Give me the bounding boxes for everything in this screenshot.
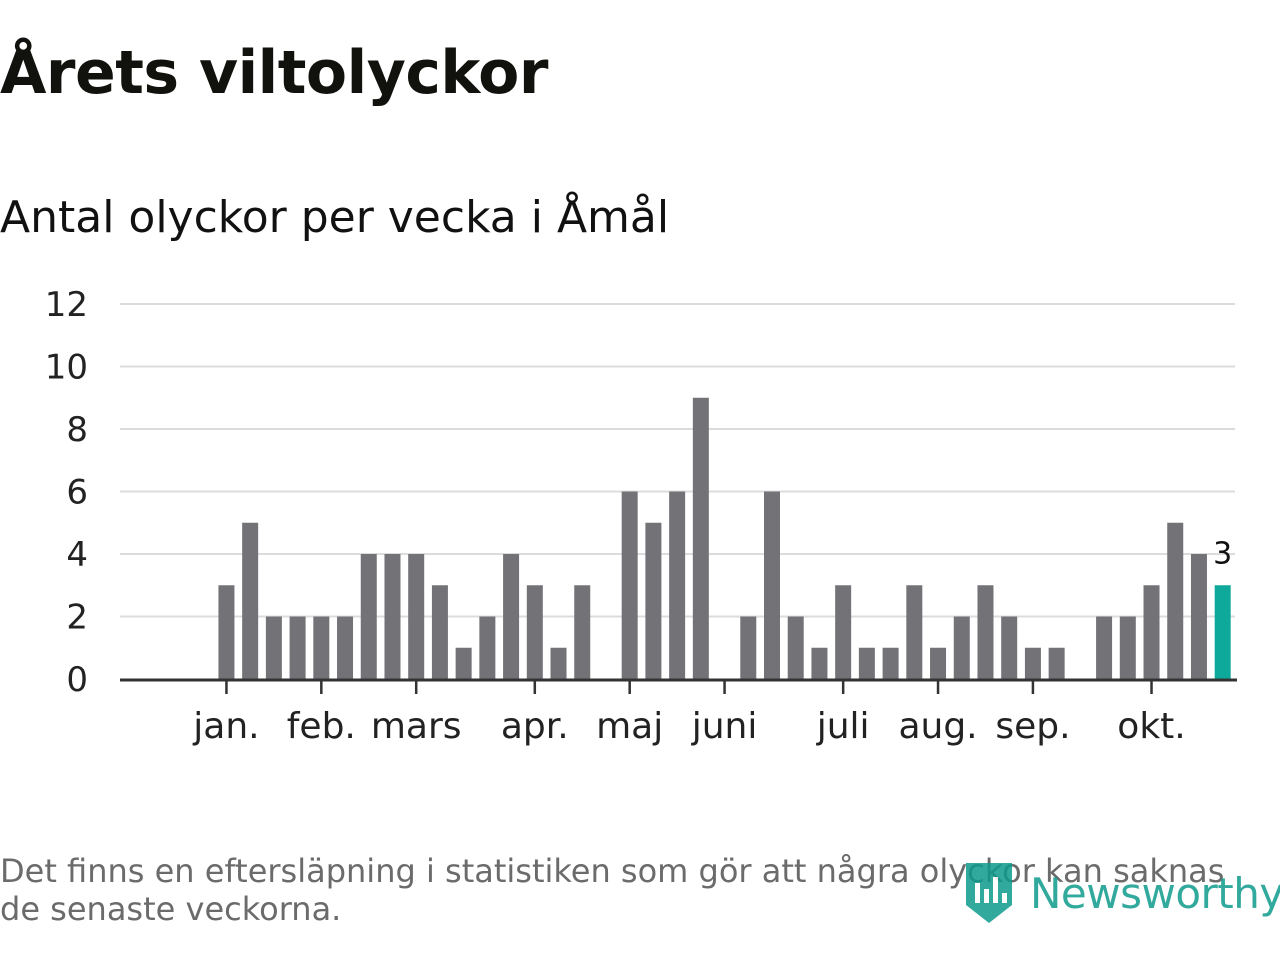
bar xyxy=(1001,616,1018,679)
y-tick-label: 8 xyxy=(66,410,88,450)
newsworthy-logo-icon xyxy=(966,863,1012,923)
newsworthy-logo: Newsworthy xyxy=(962,858,1280,928)
bar xyxy=(1096,616,1113,679)
bar xyxy=(1024,647,1041,679)
bar xyxy=(1143,585,1160,679)
bar xyxy=(740,616,757,679)
x-tick-label: aug. xyxy=(898,706,977,747)
y-tick-label: 12 xyxy=(45,285,88,325)
chart-subtitle: Antal olyckor per vecka i Åmål xyxy=(0,192,670,243)
x-tick-label: maj xyxy=(596,706,663,747)
brand-name: Newsworthy xyxy=(1030,868,1280,918)
bar xyxy=(1119,616,1136,679)
bar xyxy=(431,585,448,679)
bar xyxy=(811,647,828,679)
bar xyxy=(787,616,804,679)
bar xyxy=(858,647,875,679)
bar xyxy=(835,585,852,679)
bar xyxy=(669,491,686,679)
bar xyxy=(337,616,354,679)
bar xyxy=(384,554,401,679)
bar xyxy=(503,554,520,679)
bar xyxy=(360,554,377,679)
bar xyxy=(764,491,780,679)
y-tick-label: 6 xyxy=(66,473,88,513)
bar xyxy=(289,616,306,679)
bar xyxy=(408,554,425,679)
bar xyxy=(882,647,899,679)
x-tick-label: mars xyxy=(371,706,462,747)
bar xyxy=(242,522,259,679)
bar xyxy=(313,616,330,679)
x-tick-label: feb. xyxy=(287,706,356,747)
footnote: Det finns en eftersläpning i statistiken… xyxy=(0,852,1225,928)
axis-layer: 0 2 4 6 8 10 12 jan. feb. mars apr. maj juni juli aug.… xyxy=(45,285,1237,747)
bar xyxy=(455,647,472,679)
bar xyxy=(479,616,496,679)
bar xyxy=(550,647,567,679)
bar xyxy=(977,585,994,679)
bar xyxy=(621,491,638,679)
y-tick-label: 2 xyxy=(66,598,88,638)
bar-data-label: 3 xyxy=(1213,536,1232,571)
bar xyxy=(574,585,591,679)
y-tick-label: 10 xyxy=(45,348,88,388)
bar xyxy=(692,397,709,679)
bar-highlight xyxy=(1214,585,1231,679)
x-tick-label: jan. xyxy=(192,706,259,747)
page-title: Årets viltolyckor xyxy=(0,38,549,108)
y-tick-label: 0 xyxy=(66,660,88,700)
bar xyxy=(1167,522,1184,679)
bar xyxy=(1048,647,1065,679)
x-tick-label: juni xyxy=(691,706,758,747)
bar xyxy=(526,585,543,679)
x-tick-label: sep. xyxy=(995,706,1070,747)
y-tick-label: 4 xyxy=(66,535,88,575)
bar xyxy=(953,616,970,679)
bar xyxy=(265,616,282,679)
x-tick-label: okt. xyxy=(1117,706,1185,747)
bar xyxy=(218,585,235,679)
bar-layer: 3 xyxy=(218,397,1232,679)
bar xyxy=(906,585,923,679)
x-tick-label: apr. xyxy=(501,706,569,747)
x-tick-label: juli xyxy=(816,706,870,747)
bar-chart: 3 0 2 4 6 8 10 12 jan. feb. mars apr. maj juni juli au… xyxy=(45,285,1237,747)
bar xyxy=(645,522,662,679)
bar xyxy=(930,647,947,679)
bar xyxy=(1190,554,1207,679)
